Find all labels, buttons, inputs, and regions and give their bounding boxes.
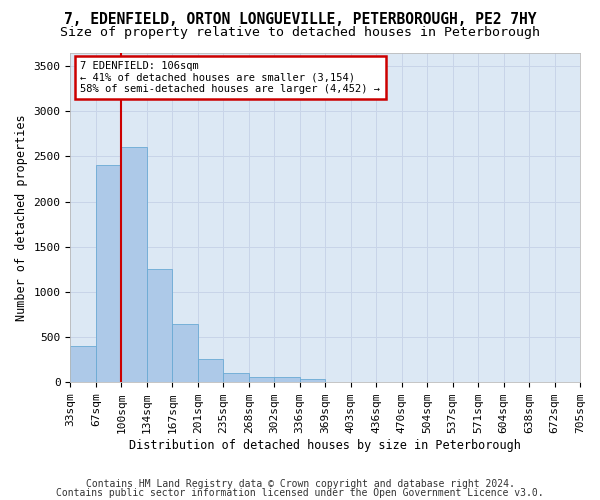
- Y-axis label: Number of detached properties: Number of detached properties: [15, 114, 28, 320]
- Text: Contains public sector information licensed under the Open Government Licence v3: Contains public sector information licen…: [56, 488, 544, 498]
- Bar: [121, 148, 147, 382]
- Bar: [248, 377, 274, 382]
- Text: 7 EDENFIELD: 106sqm
← 41% of detached houses are smaller (3,154)
58% of semi-det: 7 EDENFIELD: 106sqm ← 41% of detached ho…: [80, 60, 380, 94]
- Text: 7, EDENFIELD, ORTON LONGUEVILLE, PETERBOROUGH, PE2 7HY: 7, EDENFIELD, ORTON LONGUEVILLE, PETERBO…: [64, 12, 536, 28]
- Bar: [274, 377, 299, 382]
- Bar: [147, 270, 172, 382]
- X-axis label: Distribution of detached houses by size in Peterborough: Distribution of detached houses by size …: [129, 440, 521, 452]
- Bar: [299, 378, 325, 382]
- Bar: [223, 374, 248, 382]
- Bar: [70, 346, 96, 383]
- Bar: [172, 324, 198, 382]
- Bar: [96, 166, 121, 382]
- Text: Contains HM Land Registry data © Crown copyright and database right 2024.: Contains HM Land Registry data © Crown c…: [86, 479, 514, 489]
- Bar: [198, 359, 223, 382]
- Text: Size of property relative to detached houses in Peterborough: Size of property relative to detached ho…: [60, 26, 540, 39]
